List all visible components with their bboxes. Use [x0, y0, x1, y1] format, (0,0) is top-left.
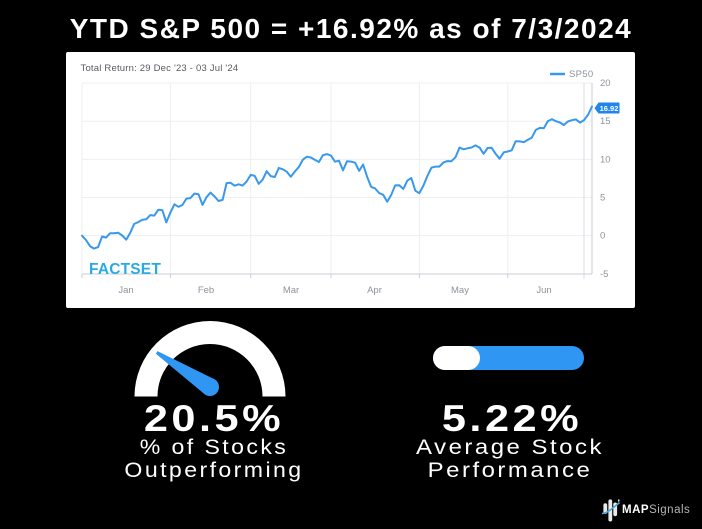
svg-text:Feb: Feb: [198, 285, 214, 296]
svg-text:5: 5: [600, 193, 605, 204]
svg-text:10: 10: [600, 154, 611, 165]
svg-text:16.92: 16.92: [600, 104, 619, 113]
svg-text:15: 15: [600, 116, 611, 127]
svg-text:FACTSET: FACTSET: [89, 261, 161, 278]
svg-text:Jan: Jan: [118, 285, 133, 296]
svg-text:May: May: [451, 285, 469, 296]
svg-text:Mar: Mar: [283, 285, 299, 296]
svg-text:20: 20: [600, 78, 611, 89]
svg-text:-5: -5: [600, 269, 608, 280]
svg-text:Apr: Apr: [367, 285, 382, 296]
svg-text:Jun: Jun: [536, 285, 551, 296]
svg-text:0: 0: [600, 231, 605, 242]
svg-text:SP50: SP50: [569, 69, 593, 80]
svg-text:Total Return: 29 Dec '23 - 03: Total Return: 29 Dec '23 - 03 Jul '24: [81, 63, 239, 74]
